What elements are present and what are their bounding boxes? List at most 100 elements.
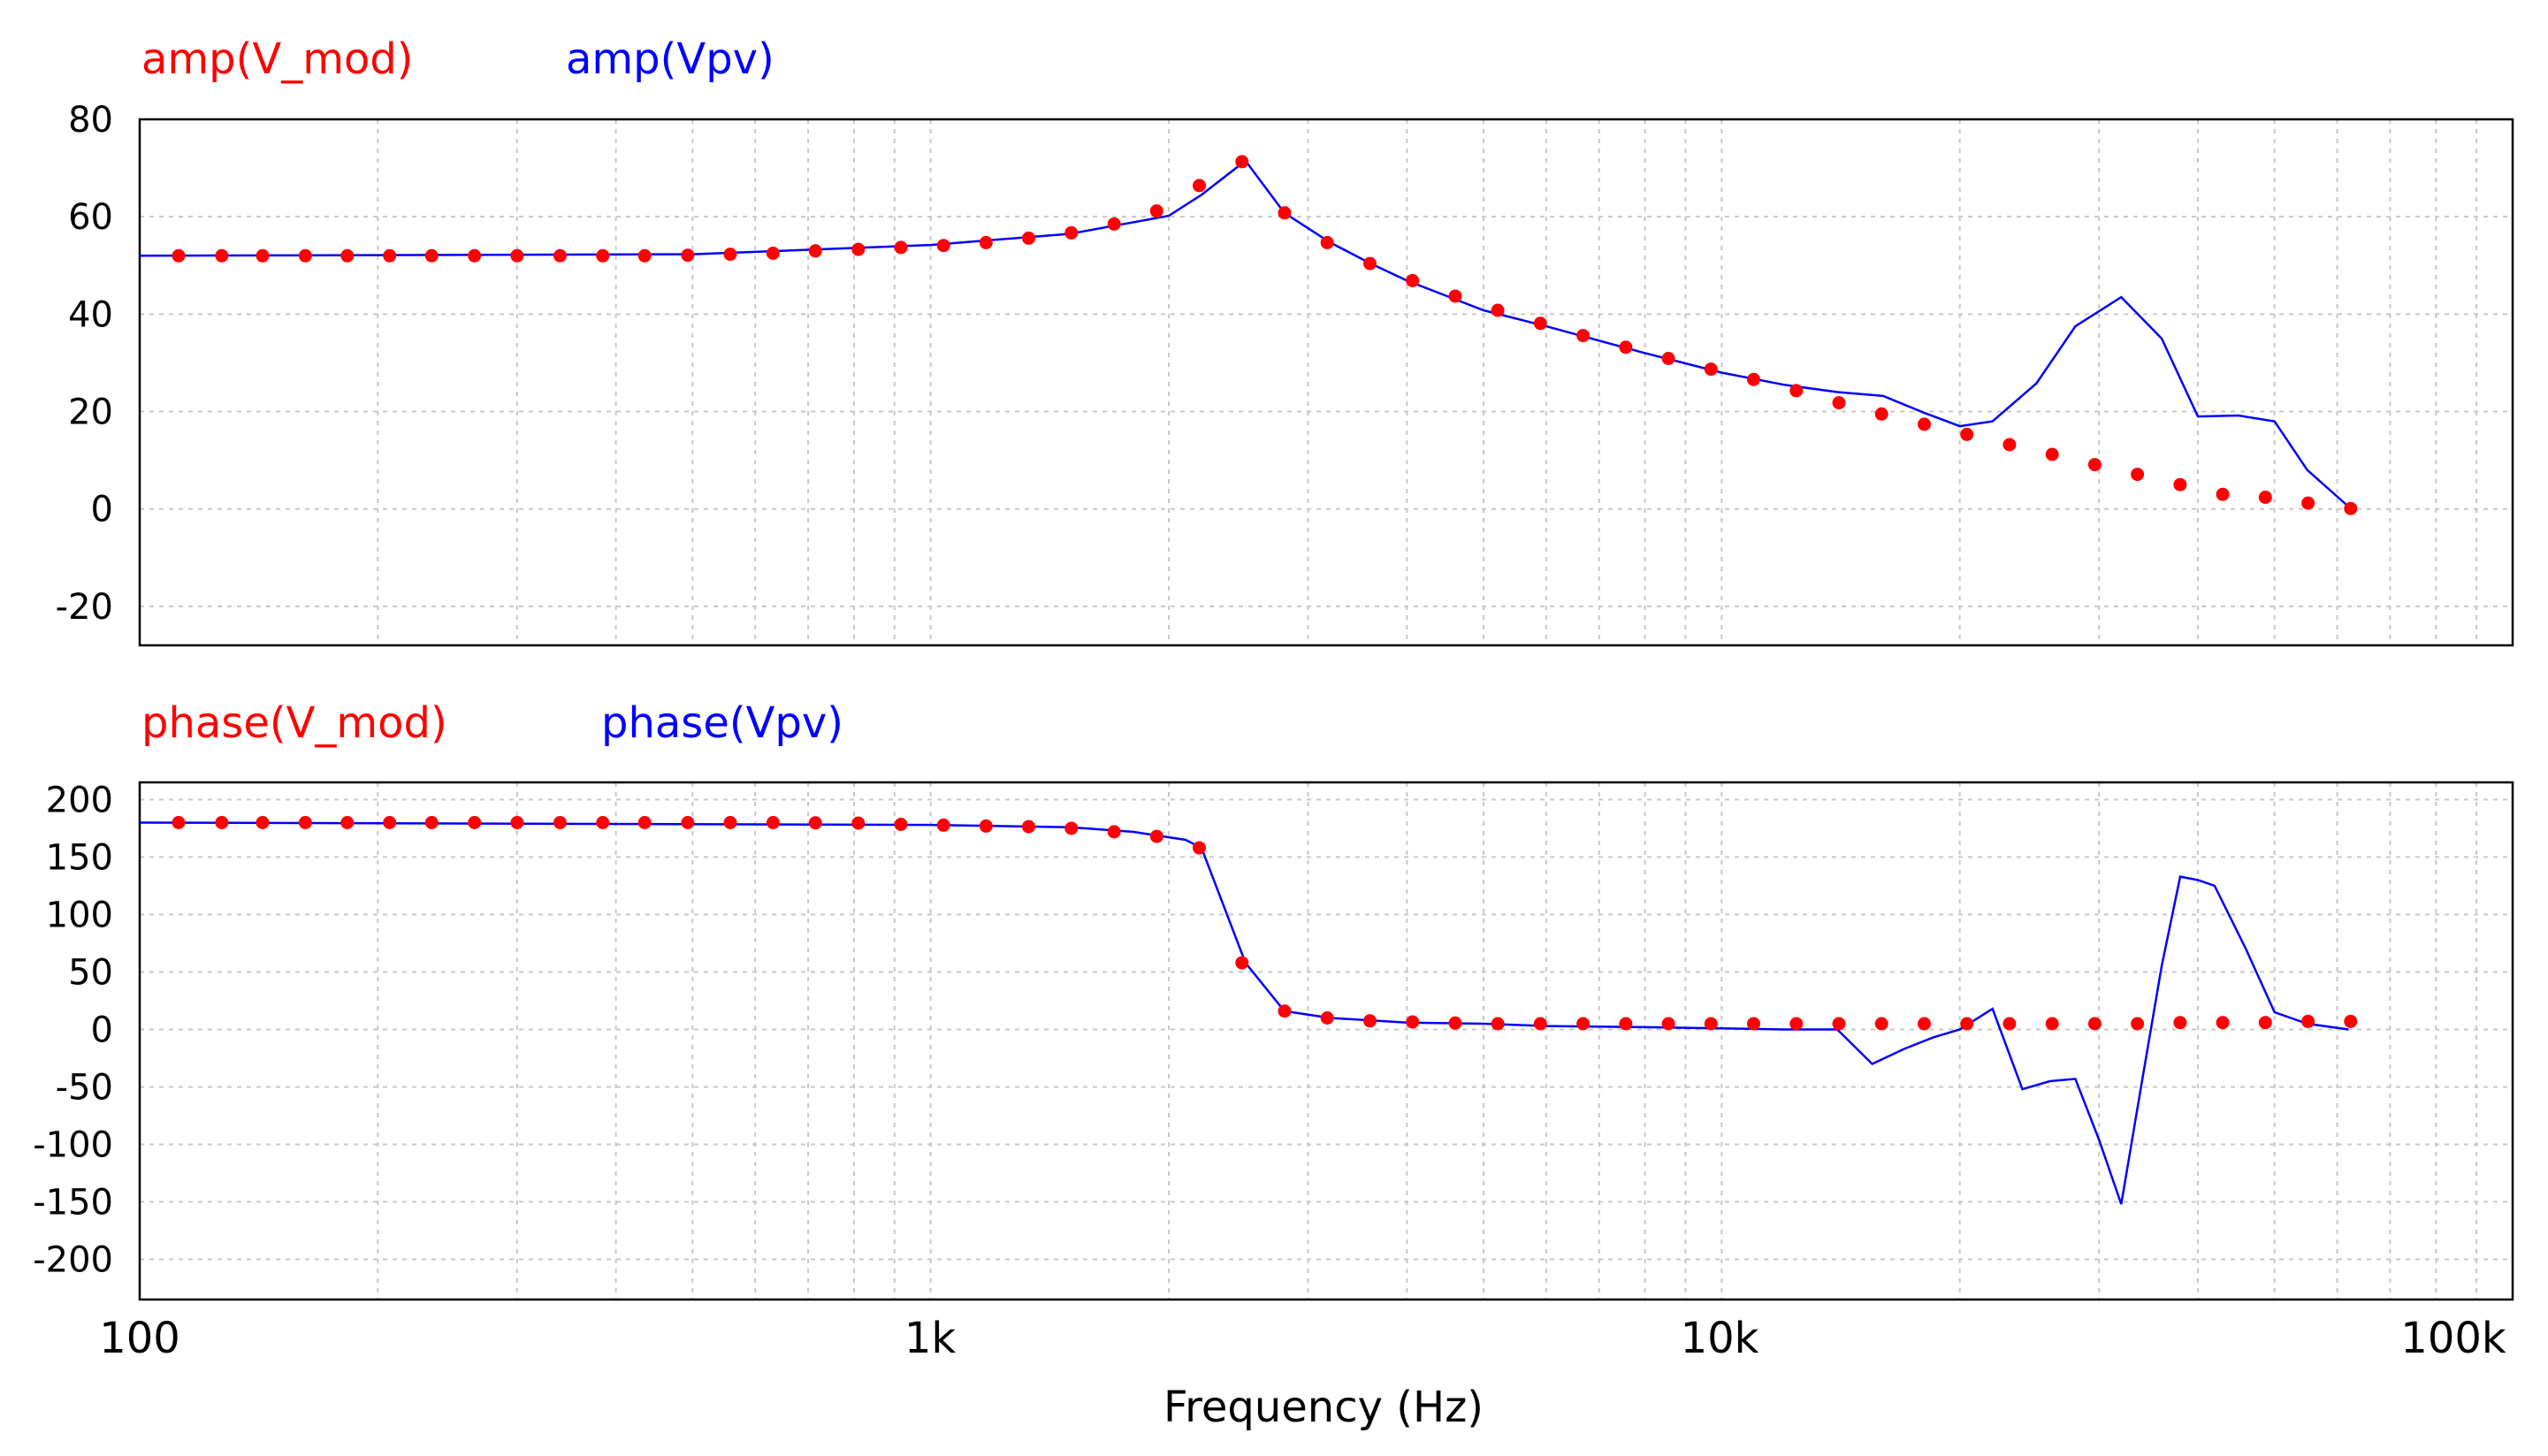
amplitude-panel: 80 60 40 20 0 -20 bbox=[56, 100, 2514, 647]
amp-v-mod-point bbox=[2087, 458, 2102, 472]
phase-v-mod-point bbox=[637, 816, 652, 829]
phase-v-mod-point bbox=[1874, 1017, 1888, 1031]
phase-y-tick-label: -200 bbox=[33, 1240, 113, 1281]
phase-v-mod-point bbox=[723, 816, 737, 829]
amp-v-mod-point bbox=[172, 248, 186, 263]
amp-v-mod-point bbox=[1576, 329, 1591, 343]
amp-v-mod-point bbox=[340, 248, 355, 263]
phase-v-mod-point bbox=[1747, 1017, 1760, 1031]
phase-plot-frame bbox=[138, 781, 2514, 1301]
phase-v-mod-point bbox=[2003, 1017, 2017, 1031]
phase-v-mod-point bbox=[215, 816, 229, 829]
amp-v-mod-point bbox=[808, 244, 822, 258]
phase-v-mod-point bbox=[424, 816, 439, 829]
phase-vpv-line bbox=[139, 821, 2349, 1205]
x-tick-label-100k: 100k bbox=[2400, 1314, 2506, 1363]
phase-v-mod-point bbox=[1960, 1017, 1974, 1031]
amp-v-mod-point bbox=[553, 248, 567, 263]
phase-v-mod-point bbox=[1320, 1011, 1334, 1025]
amp-y-tick-label: 0 bbox=[91, 490, 113, 530]
phase-v-mod-point bbox=[340, 816, 355, 829]
amp-v-mod-point bbox=[1107, 217, 1121, 231]
amp-v-mod-point bbox=[1491, 303, 1505, 317]
phase-v-mod-point bbox=[1832, 1017, 1846, 1031]
amp-v-mod-point bbox=[1874, 407, 1888, 421]
phase-v-mod-point bbox=[2087, 1017, 2102, 1031]
phase-v-mod-point bbox=[1661, 1017, 1675, 1031]
phase-y-tick-label: 50 bbox=[68, 953, 113, 994]
phase-v-mod-point bbox=[1789, 1017, 1804, 1031]
amp-v-mod-point bbox=[1533, 316, 1547, 331]
phase-v-mod-point bbox=[1022, 819, 1035, 834]
phase-v-mod-point bbox=[1704, 1017, 1718, 1031]
amp-v-mod-point bbox=[2301, 496, 2315, 510]
phase-v-mod-point bbox=[1576, 1017, 1591, 1031]
x-axis-title: Frequency (Hz) bbox=[1163, 1383, 1484, 1432]
amp-v-mod-point bbox=[2216, 487, 2230, 501]
amp-v-mod-point bbox=[894, 240, 908, 255]
phase-v-mod-point bbox=[2344, 1014, 2358, 1028]
phase-v-mod-point bbox=[383, 816, 397, 829]
amp-v-mod-point bbox=[510, 248, 524, 263]
phase-v-mod-point bbox=[766, 816, 780, 829]
amp-v-mod-point bbox=[1661, 352, 1675, 365]
amp-v-mod-point bbox=[298, 248, 312, 263]
amp-vpv-legend: amp(Vpv) bbox=[566, 34, 774, 84]
phase-v-mod-point bbox=[1235, 956, 1249, 970]
amp-v-mod-point bbox=[1918, 417, 1931, 431]
amp-v-mod-point bbox=[1278, 206, 1292, 220]
phase-v-mod-point bbox=[1107, 825, 1121, 839]
phase-panel: 200 150 100 50 0 -50 -100 -150 -200 bbox=[33, 781, 2514, 1301]
amp-v-mod-point bbox=[2173, 477, 2187, 492]
phase-v-mod-point bbox=[1064, 821, 1079, 835]
amp-v-mod-point bbox=[1406, 273, 1420, 287]
amp-v-mod-point bbox=[723, 248, 737, 262]
amp-v-mod-point bbox=[468, 248, 482, 263]
amp-v-mod-point bbox=[424, 248, 439, 263]
phase-vmod-legend: phase(V_mod) bbox=[141, 698, 447, 748]
amp-v-mod-point bbox=[2131, 468, 2145, 482]
amp-vmod-legend: amp(V_mod) bbox=[141, 34, 414, 84]
phase-y-tick-label: -100 bbox=[33, 1125, 113, 1166]
phase-v-mod-point bbox=[1149, 829, 1163, 843]
phase-v-mod-point bbox=[1363, 1014, 1377, 1028]
amp-v-mod-point bbox=[215, 248, 229, 263]
phase-v-mod-point bbox=[894, 818, 908, 831]
amp-v-mod-point bbox=[1235, 155, 1249, 169]
amp-v-mod-point bbox=[1363, 256, 1377, 271]
phase-v-mod-point bbox=[1533, 1017, 1547, 1031]
phase-v-mod-point bbox=[1918, 1017, 1931, 1031]
phase-y-tick-label: 0 bbox=[91, 1010, 113, 1051]
phase-v-mod-point bbox=[681, 816, 695, 829]
amp-v-mod-point bbox=[1022, 231, 1035, 245]
amp-v-mod-point bbox=[681, 248, 695, 263]
amp-y-tick-label: -20 bbox=[56, 587, 113, 628]
phase-v-mod-point bbox=[2301, 1014, 2315, 1028]
phase-v-mod-point bbox=[298, 816, 312, 829]
phase-y-tick-label: 200 bbox=[46, 781, 113, 821]
phase-v-mod-point bbox=[172, 816, 186, 829]
phase-v-mod-point bbox=[1491, 1017, 1505, 1031]
phase-v-mod-point bbox=[2216, 1016, 2230, 1030]
amp-y-tick-label: 60 bbox=[68, 197, 113, 238]
amp-vpv-line bbox=[139, 159, 2350, 507]
amp-y-tick-label: 40 bbox=[68, 294, 113, 335]
amp-v-mod-point bbox=[596, 248, 610, 263]
phase-y-tick-label: 100 bbox=[46, 896, 113, 936]
phase-v-mod-point bbox=[2045, 1017, 2059, 1031]
amp-v-mod-point bbox=[851, 242, 866, 256]
amp-v-mod-point bbox=[637, 248, 652, 263]
phase-v-mod-point bbox=[1448, 1016, 1462, 1030]
amp-v-mod-point bbox=[1832, 396, 1846, 410]
amp-v-mod-point bbox=[256, 248, 270, 263]
amp-v-mod-point bbox=[2003, 438, 2017, 452]
phase-v-mod-point bbox=[2131, 1017, 2145, 1031]
x-tick-label-100: 100 bbox=[99, 1314, 180, 1363]
phase-v-mod-point bbox=[553, 816, 567, 829]
amp-y-tick-label: 80 bbox=[68, 100, 113, 141]
phase-y-tick-label: 150 bbox=[46, 838, 113, 879]
phase-v-mod-point bbox=[596, 816, 610, 829]
phase-v-mod-point bbox=[468, 816, 482, 829]
phase-y-tick-label: -150 bbox=[33, 1183, 113, 1223]
